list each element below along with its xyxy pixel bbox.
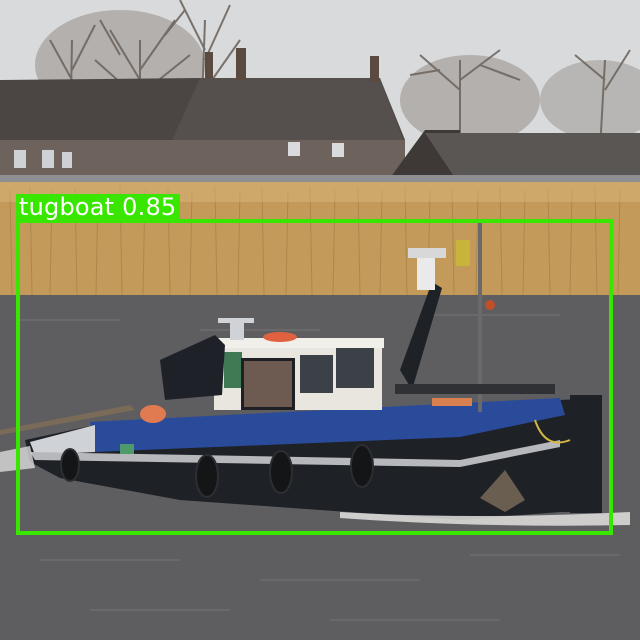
detection-score: 0.85 — [122, 193, 177, 221]
tree-canopy-right — [400, 55, 540, 145]
fence — [0, 175, 640, 183]
detection-bounding-box — [16, 219, 613, 535]
reed-stalks — [9, 185, 621, 296]
detection-class: tugboat — [19, 193, 115, 221]
houses — [0, 48, 640, 180]
water-ripples — [20, 314, 620, 621]
tugboat — [0, 222, 602, 520]
detection-label: tugboat 0.85 — [16, 193, 181, 221]
tree-canopy-far-right — [540, 60, 640, 140]
wake-foam — [340, 512, 630, 526]
